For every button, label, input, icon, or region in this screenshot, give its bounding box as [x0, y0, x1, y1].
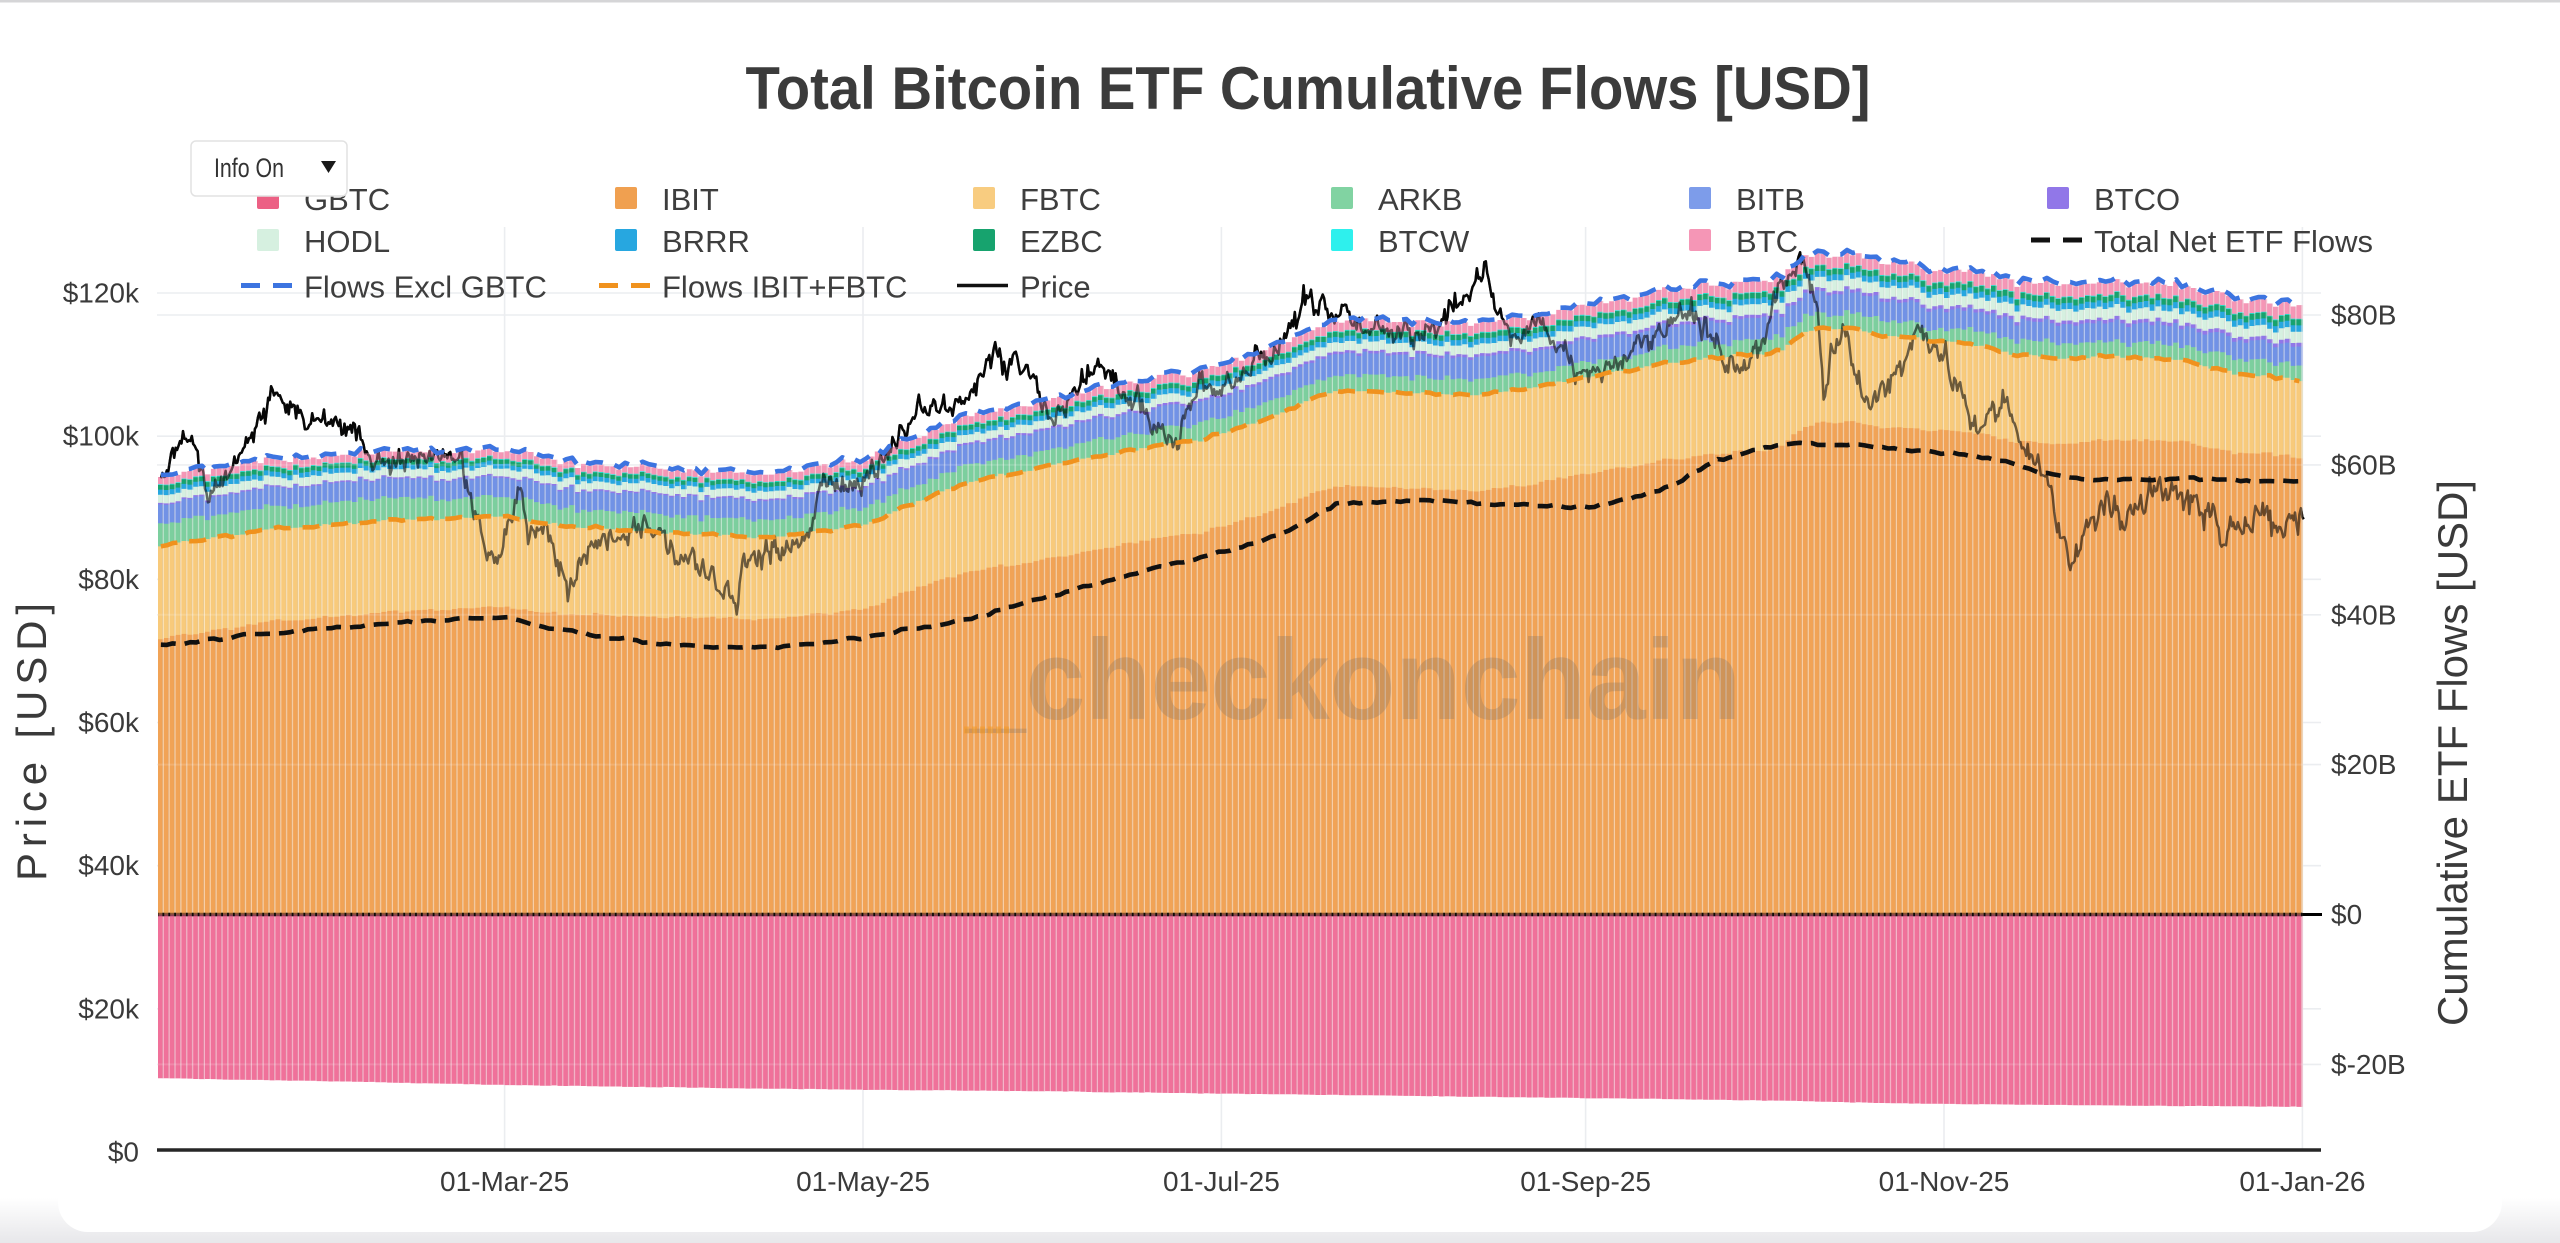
svg-text:$40k: $40k — [78, 850, 140, 881]
svg-text:01-Sep-25: 01-Sep-25 — [1520, 1166, 1651, 1197]
svg-text:Cumulative ETF Flows [USD]: Cumulative ETF Flows [USD] — [2429, 480, 2476, 1026]
svg-text:BTCW: BTCW — [1378, 224, 1470, 259]
svg-text:EZBC: EZBC — [1020, 224, 1103, 259]
svg-text:$60k: $60k — [78, 707, 140, 738]
svg-text:BRRR: BRRR — [662, 224, 750, 259]
svg-text:01-Jan-26: 01-Jan-26 — [2239, 1166, 2365, 1197]
svg-text:ARKB: ARKB — [1378, 182, 1462, 217]
svg-text:$-20B: $-20B — [2331, 1049, 2406, 1080]
svg-text:$80k: $80k — [78, 564, 140, 595]
svg-text:IBIT: IBIT — [662, 182, 719, 217]
svg-text:HODL: HODL — [304, 224, 390, 259]
svg-text:BTCO: BTCO — [2094, 182, 2180, 217]
svg-text:Flows Excl GBTC: Flows Excl GBTC — [304, 270, 547, 305]
svg-text:Price: Price — [1020, 270, 1091, 305]
svg-text:$60B: $60B — [2331, 449, 2396, 480]
svg-text:Total Bitcoin ETF Cumulative F: Total Bitcoin ETF Cumulative Flows [USD] — [746, 55, 1871, 122]
svg-text:$20B: $20B — [2331, 749, 2396, 780]
svg-text:$80B: $80B — [2331, 300, 2396, 331]
svg-text:$120k: $120k — [63, 278, 140, 309]
svg-text:FBTC: FBTC — [1020, 182, 1101, 217]
svg-text:_checkonchain: _checkonchain — [964, 617, 1741, 744]
svg-text:01-May-25: 01-May-25 — [796, 1166, 930, 1197]
svg-text:$0: $0 — [108, 1137, 139, 1168]
svg-text:BITB: BITB — [1736, 182, 1805, 217]
svg-text:$100k: $100k — [63, 421, 140, 452]
svg-text:$0: $0 — [2331, 899, 2362, 930]
svg-text:$40B: $40B — [2331, 599, 2396, 630]
svg-text:01-Mar-25: 01-Mar-25 — [440, 1166, 569, 1197]
svg-text:Total Net ETF Flows: Total Net ETF Flows — [2094, 224, 2373, 259]
svg-text:BTC: BTC — [1736, 224, 1798, 259]
svg-text:Info On: Info On — [214, 153, 284, 183]
svg-text:01-Jul-25: 01-Jul-25 — [1163, 1166, 1280, 1197]
svg-text:Flows IBIT+FBTC: Flows IBIT+FBTC — [662, 270, 907, 305]
svg-text:$20k: $20k — [78, 993, 140, 1024]
svg-text:01-Nov-25: 01-Nov-25 — [1879, 1166, 2010, 1197]
